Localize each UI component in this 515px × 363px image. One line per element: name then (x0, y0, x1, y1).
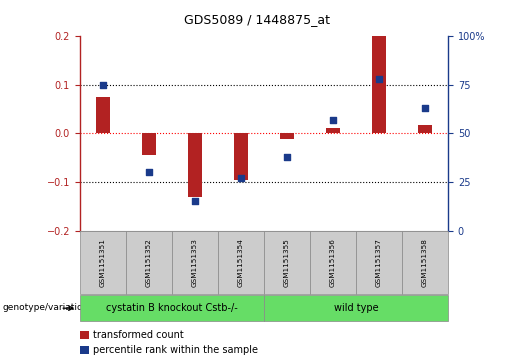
Text: transformed count: transformed count (93, 330, 184, 340)
Bar (188, 133, 202, 196)
Bar (96, 97, 110, 133)
Text: GDS5089 / 1448875_at: GDS5089 / 1448875_at (184, 13, 331, 26)
Point (329, 117, 337, 123)
Text: GSM1151352: GSM1151352 (146, 238, 152, 287)
Text: GSM1151356: GSM1151356 (330, 238, 336, 287)
Text: GSM1151355: GSM1151355 (284, 238, 290, 287)
Text: wild type: wild type (334, 303, 379, 313)
Text: cystatin B knockout Cstb-/-: cystatin B knockout Cstb-/- (106, 303, 238, 313)
Text: genotype/variation: genotype/variation (3, 303, 89, 312)
Point (421, 105, 429, 111)
Point (237, 175, 245, 181)
Point (283, 154, 291, 160)
Bar (326, 127, 340, 133)
Bar (280, 133, 294, 139)
Text: GSM1151353: GSM1151353 (192, 238, 198, 287)
Point (191, 199, 199, 204)
Text: GSM1151357: GSM1151357 (376, 238, 382, 287)
Text: GSM1151358: GSM1151358 (422, 238, 428, 287)
Bar (142, 133, 156, 155)
Text: GSM1151351: GSM1151351 (100, 238, 106, 287)
Bar (418, 125, 432, 133)
Bar (234, 133, 248, 180)
Point (375, 76, 383, 82)
Text: GSM1151354: GSM1151354 (238, 238, 244, 287)
Point (145, 169, 153, 175)
Text: percentile rank within the sample: percentile rank within the sample (93, 345, 258, 355)
Point (99, 82, 107, 88)
Bar (372, 36, 386, 133)
